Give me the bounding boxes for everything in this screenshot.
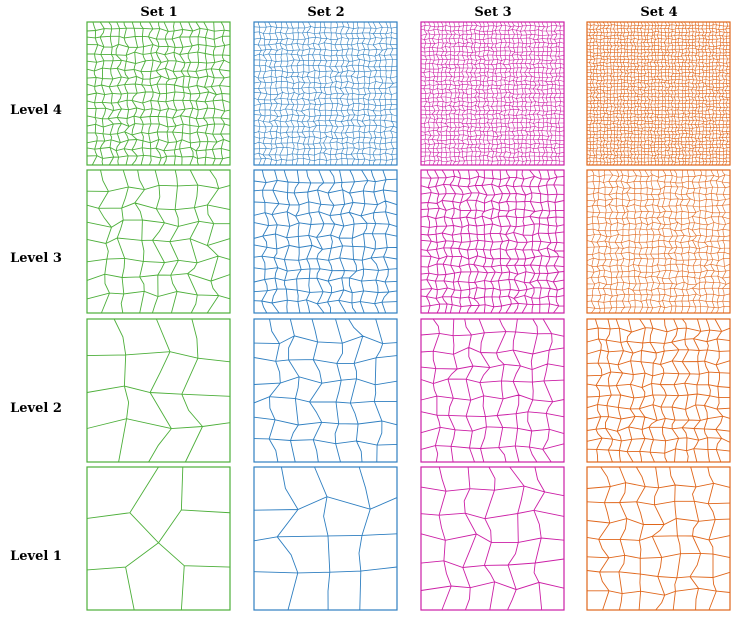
mesh-edges — [586, 466, 731, 611]
mesh-border — [586, 21, 731, 166]
mesh-panel-level-4-set-3 — [420, 21, 565, 166]
mesh-edges — [86, 21, 231, 166]
mesh-edges — [86, 169, 231, 314]
row-label-level-3: Level 3 — [10, 251, 62, 266]
mesh-border — [420, 169, 565, 314]
mesh-border — [253, 21, 398, 166]
mesh-border — [86, 466, 231, 611]
mesh-edges — [253, 21, 398, 166]
mesh-border — [586, 318, 731, 463]
column-label-set-3: Set 3 — [474, 5, 511, 20]
mesh-border — [253, 466, 398, 611]
mesh-panel-level-1-set-1 — [86, 466, 231, 611]
mesh-edges — [420, 318, 565, 463]
mesh-border — [586, 466, 731, 611]
mesh-edges — [586, 21, 731, 166]
mesh-border — [420, 466, 565, 611]
mesh-panel-level-2-set-4 — [586, 318, 731, 463]
mesh-edges — [253, 318, 398, 463]
mesh-panel-level-2-set-3 — [420, 318, 565, 463]
mesh-panel-level-4-set-4 — [586, 21, 731, 166]
mesh-edges — [253, 466, 398, 611]
row-label-level-2: Level 2 — [10, 401, 62, 416]
row-label-level-1: Level 1 — [10, 549, 62, 564]
mesh-border — [86, 318, 231, 463]
mesh-panel-level-3-set-4 — [586, 169, 731, 314]
mesh-edges — [86, 466, 231, 611]
mesh-panel-level-1-set-4 — [586, 466, 731, 611]
mesh-panel-level-1-set-3 — [420, 466, 565, 611]
column-label-set-4: Set 4 — [640, 5, 677, 20]
mesh-edges — [420, 466, 565, 611]
row-label-level-4: Level 4 — [10, 103, 62, 118]
mesh-border — [420, 318, 565, 463]
mesh-edges — [253, 169, 398, 314]
mesh-panel-level-4-set-1 — [86, 21, 231, 166]
mesh-border — [586, 169, 731, 314]
mesh-panel-level-3-set-3 — [420, 169, 565, 314]
mesh-border — [253, 169, 398, 314]
mesh-panel-level-1-set-2 — [253, 466, 398, 611]
mesh-panel-level-2-set-1 — [86, 318, 231, 463]
mesh-border — [253, 318, 398, 463]
mesh-border — [86, 21, 231, 166]
mesh-border — [420, 21, 565, 166]
mesh-edges — [420, 21, 565, 166]
mesh-edges — [86, 318, 231, 463]
mesh-panel-level-4-set-2 — [253, 21, 398, 166]
column-label-set-1: Set 1 — [140, 5, 177, 20]
mesh-edges — [586, 318, 731, 463]
mesh-panel-level-3-set-1 — [86, 169, 231, 314]
mesh-edges — [420, 169, 565, 314]
mesh-border — [86, 169, 231, 314]
column-label-set-2: Set 2 — [307, 5, 344, 20]
mesh-panels — [86, 21, 731, 611]
mesh-panel-level-3-set-2 — [253, 169, 398, 314]
mesh-panel-level-2-set-2 — [253, 318, 398, 463]
mesh-edges — [586, 169, 731, 314]
